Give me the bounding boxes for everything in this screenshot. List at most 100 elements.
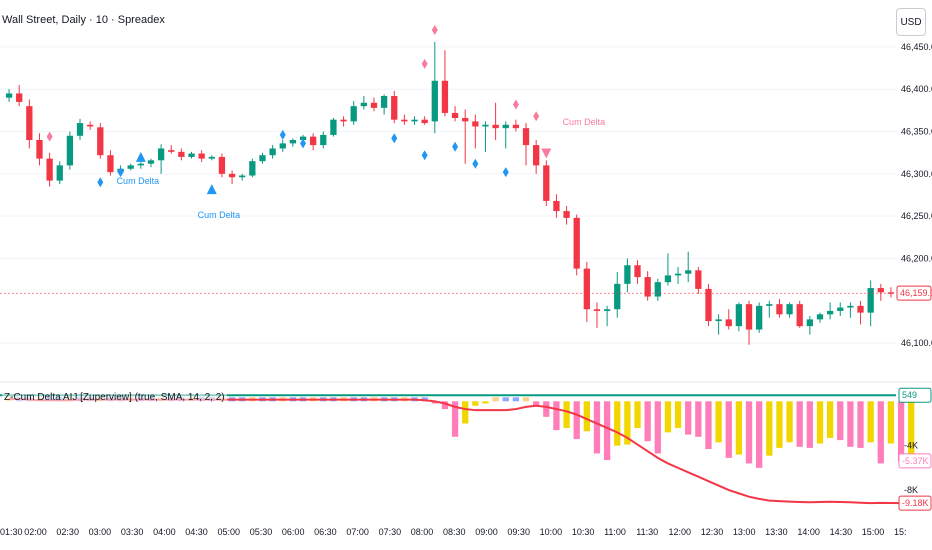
candle-body [644, 277, 651, 297]
time-tick: 09:00 [475, 527, 498, 537]
candle-body [76, 123, 84, 136]
time-tick: 02:00 [24, 527, 47, 537]
time-tick: 03:30 [121, 527, 144, 537]
candle-body [451, 112, 459, 118]
candle-body [543, 165, 550, 201]
diamond-marker [46, 131, 53, 142]
delta-badge-label: -5.37K [902, 456, 929, 466]
candle-body [502, 124, 509, 129]
delta-bar [735, 401, 743, 455]
price-tick: 46,200.0 [901, 253, 932, 263]
candle-body [857, 305, 864, 313]
delta-bar [451, 401, 459, 437]
candle-body [127, 165, 134, 169]
candle-body [87, 124, 94, 127]
candle-body [299, 136, 307, 140]
cum-delta-label: Cum Delta [563, 117, 606, 127]
indicator-legend[interactable]: Z-Cum Delta AIJ [Zuperview] (true, SMA, … [2, 392, 227, 403]
delta-bar [887, 401, 895, 444]
candle-body [431, 80, 438, 122]
time-tick: 05:00 [218, 527, 241, 537]
candle-body [370, 102, 378, 108]
price-tick: 46,100.0 [901, 338, 932, 348]
candle-body [705, 288, 712, 322]
delta-bar [431, 401, 438, 404]
candle-body [411, 119, 418, 122]
candle-body [188, 153, 195, 157]
candle-body [360, 102, 367, 107]
candle-body [614, 283, 621, 310]
candle-body [66, 135, 74, 166]
candle-body [634, 265, 641, 278]
price-tick: 46,350.0 [901, 127, 932, 137]
delta-bar [837, 401, 844, 441]
delta-bar [776, 401, 783, 448]
candle-body [380, 96, 388, 108]
candle-body [776, 304, 783, 315]
price-axis: 46,450.0 46,400.0 46,350.0 46,300.0 46,250.0… [0, 42, 932, 348]
candle-body [573, 217, 580, 269]
cum-delta-label: Cum Delta [198, 210, 241, 220]
delta-bar [482, 401, 489, 404]
candle-body [745, 304, 753, 330]
candle-body [289, 140, 297, 144]
candle-body [97, 127, 104, 156]
diamond-marker [421, 58, 428, 69]
time-tick: 12:00 [669, 527, 692, 537]
delta-bar [786, 401, 793, 443]
delta-bar [897, 401, 905, 462]
candle-body [603, 309, 611, 311]
time-tick: 07:00 [346, 527, 369, 537]
diamond-marker [452, 141, 459, 152]
delta-badge-label: -9.18K [902, 498, 929, 508]
diamond-marker [97, 177, 104, 188]
time-tick: 05:30 [250, 527, 273, 537]
candle-body [178, 151, 185, 157]
candle-body [46, 158, 53, 181]
delta-bar [441, 401, 449, 410]
candle-body [826, 310, 834, 315]
time-tick: 08:30 [443, 527, 466, 537]
diamond-marker [279, 129, 286, 140]
candle-body [877, 288, 884, 293]
cum-delta-line [9, 398, 912, 505]
candle-body [147, 160, 155, 164]
delta-bar [695, 401, 702, 437]
time-tick: 11:00 [604, 527, 626, 537]
diamond-marker [300, 138, 307, 149]
candle-body [715, 319, 722, 322]
delta-bar [664, 401, 672, 433]
candle-body [735, 304, 743, 327]
candle-body [228, 173, 236, 178]
delta-bar [847, 401, 854, 447]
candle-body [725, 319, 732, 327]
diamond-marker [421, 150, 428, 161]
candle-body [218, 156, 226, 174]
delta-bar [756, 401, 763, 468]
candle-body [259, 155, 266, 162]
candle-body [867, 288, 874, 313]
delta-bar [472, 401, 479, 406]
candle-body [208, 156, 215, 159]
time-tick: 07:30 [379, 527, 402, 537]
candle-body [553, 200, 560, 212]
candle-body [786, 304, 793, 315]
candle-body [310, 136, 317, 146]
time-tick: 13:30 [765, 527, 788, 537]
time-tick: 13:00 [733, 527, 756, 537]
candle-body [401, 119, 408, 122]
currency-button[interactable]: USD [896, 8, 926, 36]
candle-body [350, 106, 357, 122]
diamond-marker [512, 99, 519, 110]
candle-body [664, 275, 672, 283]
diamond-marker [117, 167, 124, 178]
delta-bar [867, 401, 874, 443]
candle-body [157, 148, 165, 161]
time-tick: 06:00 [282, 527, 305, 537]
delta-bar [685, 401, 692, 435]
delta-tick: -8K [904, 485, 918, 495]
delta-bar [533, 401, 540, 406]
time-tick: 02:30 [56, 527, 79, 537]
candle-body [391, 96, 398, 120]
